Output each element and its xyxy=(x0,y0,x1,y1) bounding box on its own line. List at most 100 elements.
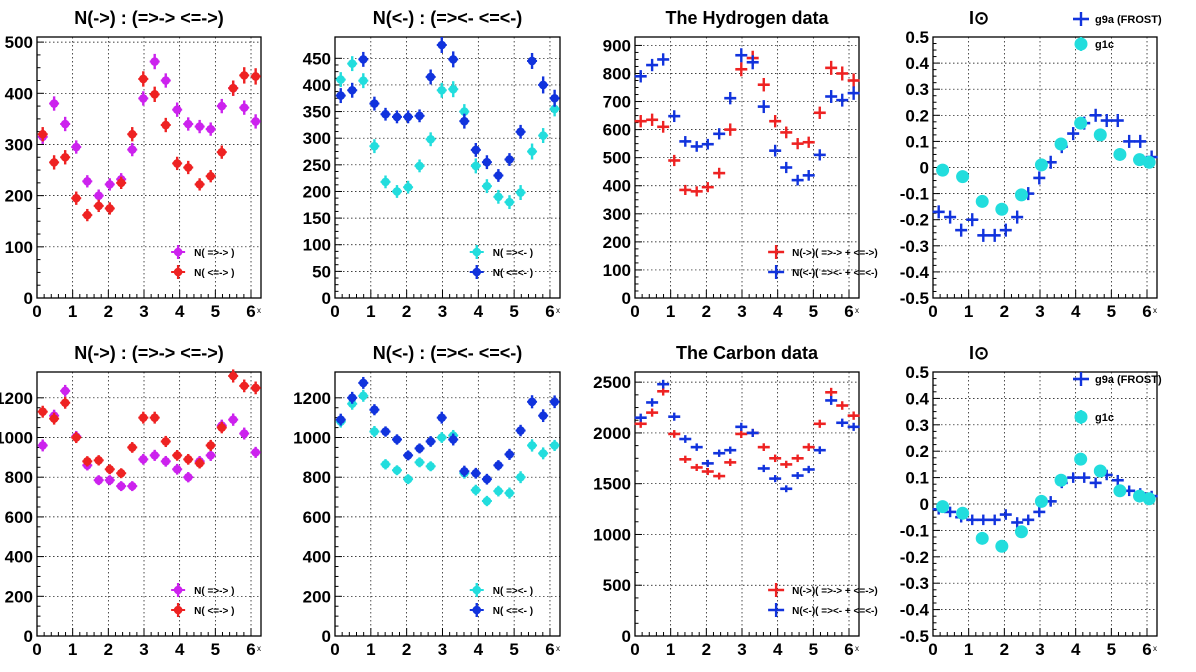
data-point xyxy=(217,423,227,432)
data-point xyxy=(359,391,368,401)
data-point xyxy=(448,84,458,94)
x-axis-tag: x xyxy=(1153,306,1157,315)
x-tick-label: 6 xyxy=(844,302,853,321)
data-point xyxy=(127,481,137,491)
data-point xyxy=(161,437,171,446)
data-point xyxy=(206,171,216,181)
data-point xyxy=(172,159,182,168)
x-tick-label: 0 xyxy=(330,640,339,659)
y-tick-label: 150 xyxy=(303,209,331,228)
chart-panel-7: 0 1 2 3 4 5 6 0 500 1000 1500 2000 2500 x The Carbon d… xyxy=(593,343,878,659)
data-point xyxy=(94,191,104,200)
data-point xyxy=(161,120,171,130)
data-point xyxy=(505,450,514,459)
y-tick-label: -0.3 xyxy=(900,574,929,593)
x-tick-label: 4 xyxy=(773,302,783,321)
legend-marker xyxy=(173,605,183,615)
data-point xyxy=(460,116,469,126)
legend-label: g1c xyxy=(1095,412,1114,424)
data-point xyxy=(336,75,346,84)
data-point xyxy=(49,99,59,108)
x-tick-label: 0 xyxy=(32,302,41,321)
data-point xyxy=(437,85,447,95)
series-2 xyxy=(335,37,560,182)
data-point xyxy=(403,112,413,122)
data-point xyxy=(347,393,357,403)
data-point xyxy=(956,506,970,520)
x-axis-tag: x xyxy=(556,306,560,315)
x-tick-label: 3 xyxy=(139,302,148,321)
data-point xyxy=(995,539,1009,553)
y-tick-label: 600 xyxy=(5,508,33,527)
data-point xyxy=(471,485,481,495)
data-point xyxy=(1074,452,1088,466)
data-point xyxy=(381,427,390,436)
data-point xyxy=(516,472,525,482)
data-point xyxy=(550,93,559,103)
x-tick-label: 5 xyxy=(1107,302,1116,321)
x-tick-label: 6 xyxy=(844,640,853,659)
data-point xyxy=(138,455,148,464)
chart-panel-4: 0 1 2 3 4 5 6 -0.5 -0.4 -0.3 -0.2 -0.1 0 0.1 0.2 0.3 0.4… xyxy=(900,8,1162,321)
data-point xyxy=(1093,128,1107,142)
x-tick-label: 0 xyxy=(32,640,41,659)
data-point xyxy=(336,91,346,100)
data-point xyxy=(1034,158,1048,172)
x-tick-label: 1 xyxy=(366,640,375,659)
y-tick-label: 800 xyxy=(603,64,631,83)
data-point xyxy=(381,109,390,119)
y-tick-label: 400 xyxy=(303,548,331,567)
x-tick-label: 1 xyxy=(68,640,77,659)
data-point xyxy=(217,147,227,157)
data-point xyxy=(975,194,989,208)
data-point xyxy=(105,180,115,189)
x-tick-label: 4 xyxy=(474,302,484,321)
y-tick-label: 200 xyxy=(5,587,33,606)
y-tick-label: 0 xyxy=(622,289,631,308)
x-axis-tag: x xyxy=(1153,644,1157,653)
y-tick-label: 0.5 xyxy=(905,363,929,382)
data-point xyxy=(426,437,435,446)
y-tick-label: 300 xyxy=(603,205,631,224)
data-point xyxy=(195,180,204,189)
data-point xyxy=(172,451,182,460)
y-tick-label: 300 xyxy=(303,129,331,148)
y-tick-label: 0 xyxy=(24,627,33,646)
data-point xyxy=(359,55,368,64)
data-point xyxy=(183,119,193,129)
x-tick-label: 1 xyxy=(964,302,973,321)
series-1 xyxy=(335,389,560,507)
legend: g9a (FROST) g1c xyxy=(1073,372,1162,424)
y-tick-label: 100 xyxy=(5,238,33,257)
data-point xyxy=(505,488,514,498)
x-tick-label: 2 xyxy=(402,640,411,659)
data-point xyxy=(82,210,92,220)
y-tick-label: 400 xyxy=(303,76,331,95)
x-tick-label: 2 xyxy=(702,640,711,659)
data-point xyxy=(1113,147,1127,161)
data-point xyxy=(936,500,950,514)
legend-label: N( =><- ) xyxy=(493,248,533,259)
data-point xyxy=(1034,494,1048,508)
data-point xyxy=(415,111,424,121)
data-point xyxy=(415,161,424,171)
legend-label: N( <=-> ) xyxy=(194,606,234,617)
data-point xyxy=(105,464,115,474)
data-point xyxy=(415,444,424,453)
x-axis-tag: x xyxy=(257,644,261,653)
y-tick-label: 1200 xyxy=(293,389,331,408)
x-tick-label: 4 xyxy=(1071,640,1081,659)
legend-label: N( =><- ) xyxy=(493,586,533,597)
data-point xyxy=(183,163,193,172)
x-tick-label: 4 xyxy=(175,302,185,321)
data-point xyxy=(494,171,503,180)
data-point xyxy=(60,119,70,129)
plot-area xyxy=(37,37,261,298)
y-tick-label: -0.1 xyxy=(900,185,929,204)
data-point xyxy=(437,40,447,50)
data-point xyxy=(38,407,48,416)
x-tick-label: 6 xyxy=(545,640,554,659)
plot-area xyxy=(635,37,859,298)
plot-frame xyxy=(36,371,262,637)
x-tick-label: 0 xyxy=(630,640,639,659)
